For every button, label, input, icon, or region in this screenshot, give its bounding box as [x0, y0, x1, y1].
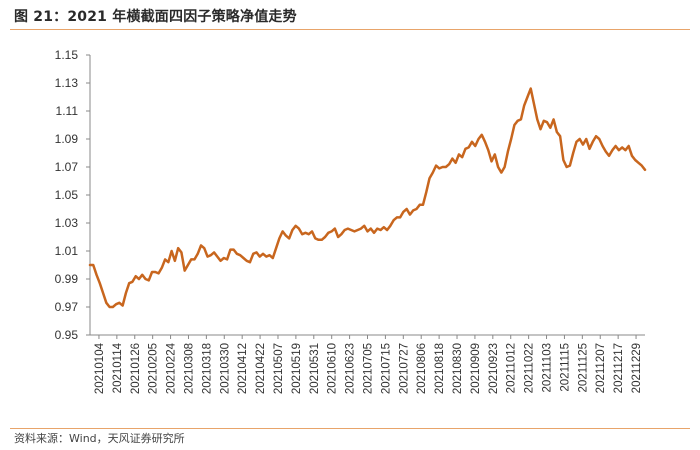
x-tick-label: 20210705 [363, 343, 375, 394]
x-tick-label: 20211103 [542, 343, 554, 392]
x-tick-label: 20210818 [434, 343, 446, 394]
x-tick-label: 20210923 [488, 343, 500, 394]
y-tick-label: 1.11 [56, 104, 79, 118]
x-tick-label: 20210422 [255, 343, 267, 394]
y-tick-label: 0.95 [55, 328, 79, 342]
x-tick-label: 20211229 [631, 343, 643, 393]
source-divider [10, 428, 690, 429]
x-tick-label: 20210104 [94, 342, 106, 394]
figure-title: 图 21：2021 年横截面四因子策略净值走势 [14, 9, 297, 25]
x-tick-label: 20210610 [327, 343, 339, 394]
y-tick-label: 0.97 [55, 300, 79, 314]
x-tick-label: 20211125 [577, 343, 589, 392]
x-tick-label: 20210114 [112, 342, 124, 393]
x-tick-label: 20210727 [398, 343, 410, 394]
y-tick-label: 0.99 [55, 272, 79, 286]
x-tick-label: 20210318 [201, 343, 213, 394]
x-tick-label: 20210830 [452, 343, 464, 394]
y-tick-label: 1.13 [55, 76, 79, 90]
x-tick-label: 20210519 [291, 343, 303, 394]
y-tick-label: 1.05 [55, 188, 79, 202]
x-tick-label: 20210412 [237, 343, 249, 394]
x-tick-label: 20210531 [309, 343, 321, 394]
x-tick-label: 20210507 [273, 343, 285, 394]
y-tick-label: 1.01 [55, 244, 79, 258]
source-note: 资料来源：Wind，天风证券研究所 [14, 432, 185, 445]
title-divider [10, 29, 690, 30]
x-tick-label: 20211022 [524, 343, 536, 393]
x-tick-label: 20210623 [345, 343, 357, 394]
y-tick-label: 1.03 [55, 216, 79, 230]
y-axis-ticks: 1.15 1.13 1.11 1.09 1.07 1.05 1.03 1.01 0.99 0.97… [55, 48, 90, 342]
x-tick-label: 20210806 [416, 343, 428, 394]
x-tick-label: 20211217 [613, 343, 625, 393]
y-tick-label: 1.07 [55, 160, 79, 174]
axes [89, 55, 645, 336]
x-axis-ticks: 20210104 20210114 20210126 20210205 20210224… [94, 335, 643, 394]
x-tick-label: 20210126 [130, 343, 142, 394]
series-line [88, 87, 647, 309]
x-tick-label: 20210330 [219, 343, 231, 394]
x-tick-label: 20211012 [506, 343, 518, 393]
x-tick-label: 20211115 [559, 343, 571, 392]
x-tick-label: 20210715 [380, 343, 392, 394]
x-tick-label: 20210205 [148, 343, 160, 394]
x-tick-label: 20211207 [595, 343, 607, 393]
x-tick-label: 20210224 [166, 342, 178, 394]
x-tick-label: 20210308 [183, 343, 195, 394]
y-tick-label: 1.15 [55, 48, 79, 62]
x-tick-label: 20210909 [470, 343, 482, 394]
y-tick-label: 1.09 [55, 132, 79, 146]
